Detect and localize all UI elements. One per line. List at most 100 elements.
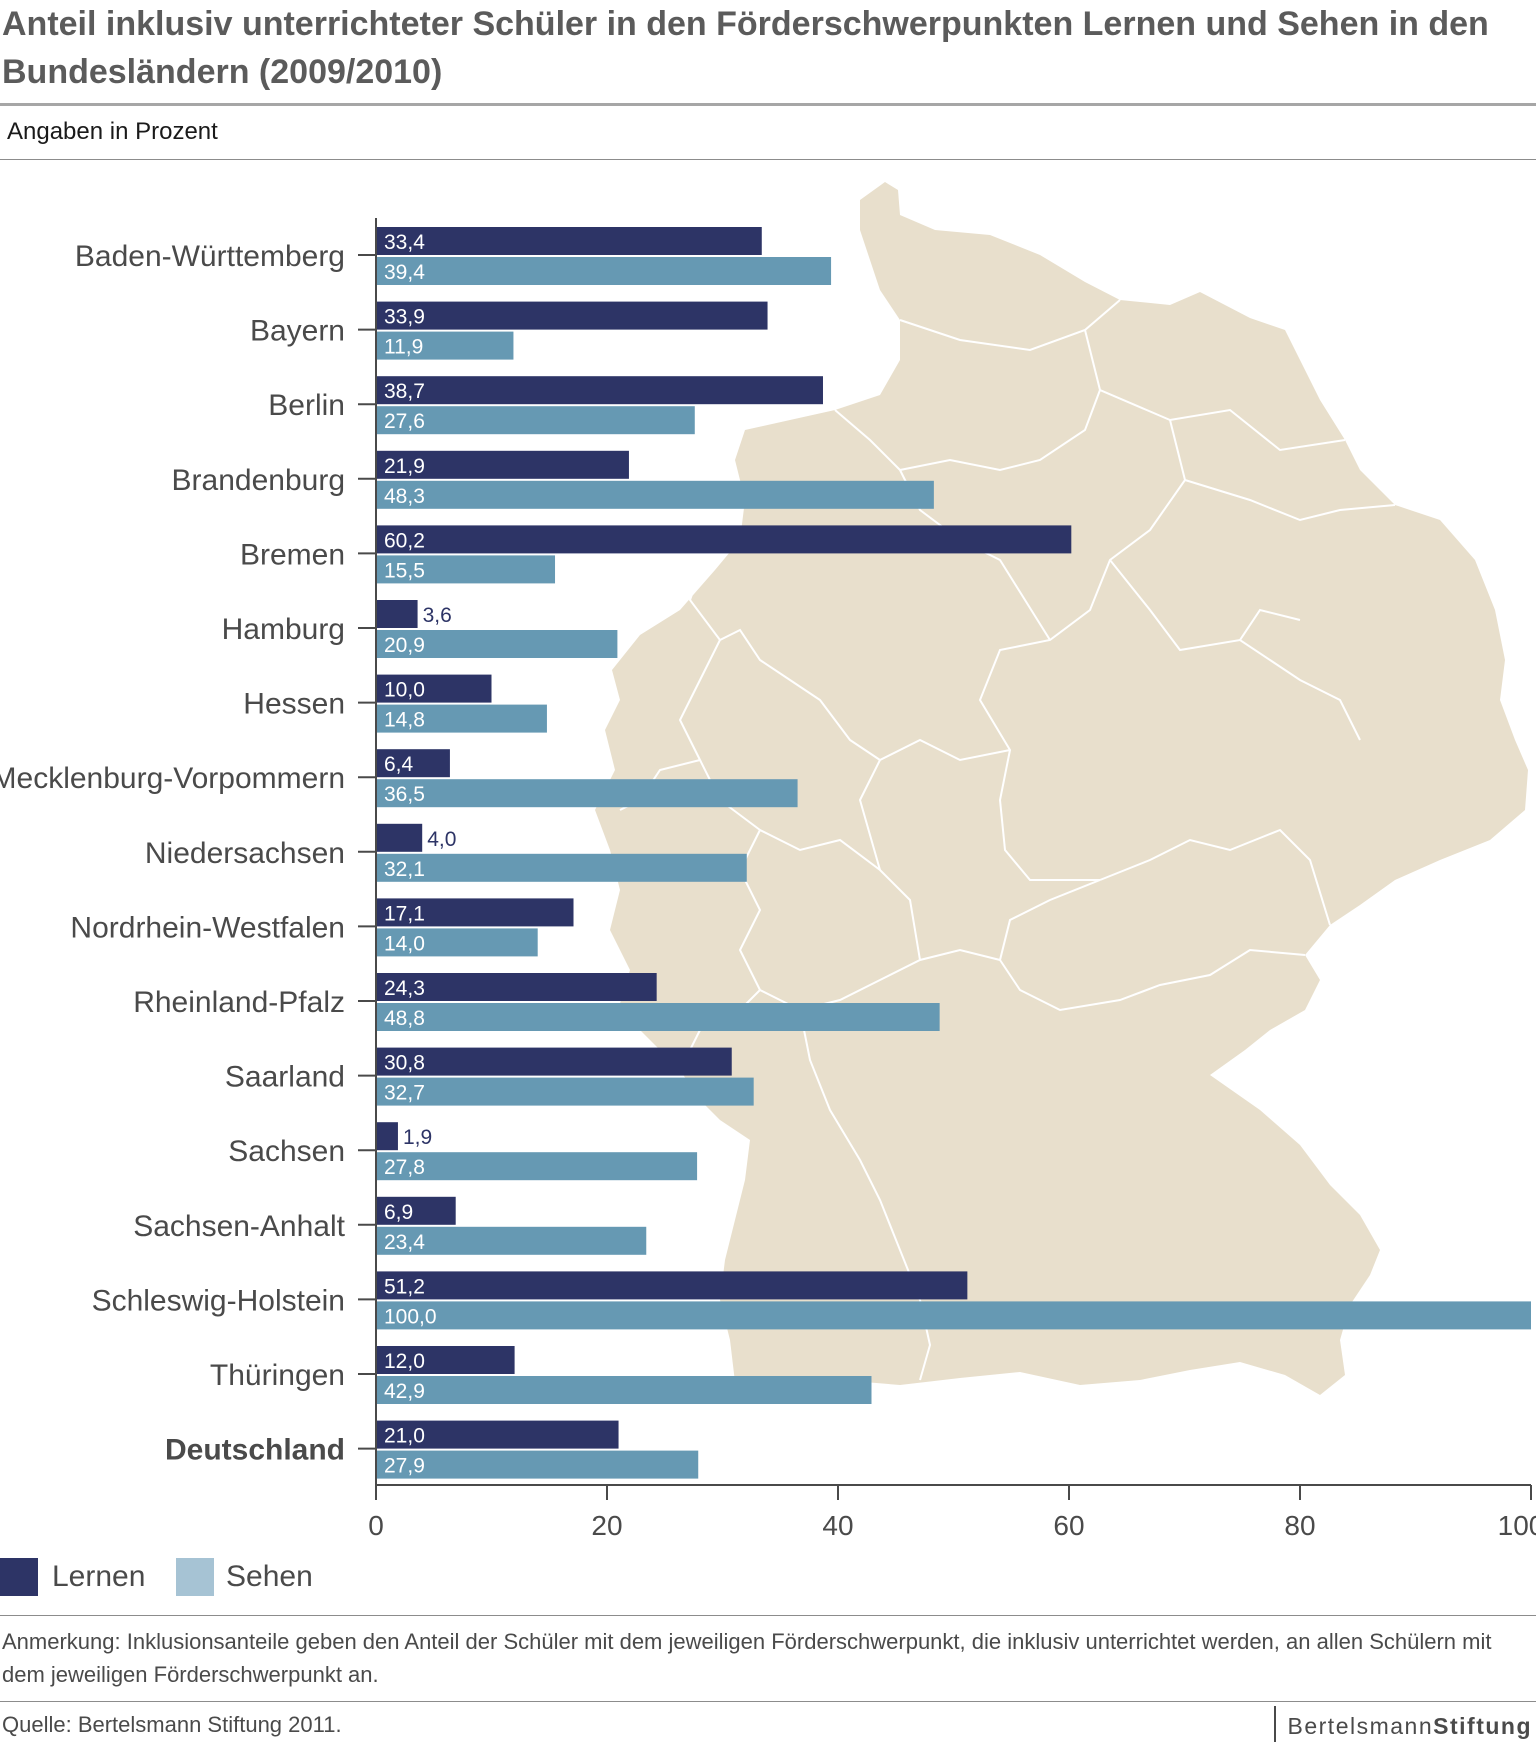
category-label: Sachsen bbox=[228, 1135, 345, 1168]
footnote: Anmerkung: Inklusionsanteile geben den A… bbox=[2, 1629, 1492, 1687]
data-label-sehen: 23,4 bbox=[384, 1231, 425, 1254]
data-label-lernen: 1,9 bbox=[403, 1126, 432, 1149]
data-label-sehen: 48,3 bbox=[384, 485, 425, 508]
bar-lernen bbox=[376, 525, 1072, 554]
subtitle-divider bbox=[0, 159, 1536, 160]
data-label-lernen: 33,9 bbox=[384, 306, 425, 329]
data-label-sehen: 14,0 bbox=[384, 932, 425, 955]
bar-lernen bbox=[376, 674, 492, 703]
data-label-lernen: 3,6 bbox=[423, 604, 452, 627]
bar-sehen bbox=[376, 1077, 754, 1106]
data-label-sehen: 48,8 bbox=[384, 1007, 425, 1030]
category-label: Sachsen-Anhalt bbox=[133, 1210, 345, 1243]
category-label: Thüringen bbox=[210, 1359, 345, 1392]
data-label-lernen: 6,4 bbox=[384, 753, 414, 776]
bar-lernen bbox=[376, 376, 823, 405]
bar-sehen bbox=[376, 704, 547, 733]
brand-light: Bertelsmann bbox=[1287, 1713, 1434, 1739]
x-tick-label: 80 bbox=[1284, 1510, 1315, 1541]
bar-lernen bbox=[376, 227, 762, 255]
x-tick-label: 20 bbox=[591, 1510, 622, 1541]
bar-sehen bbox=[376, 257, 832, 285]
category-label: Niedersachsen bbox=[145, 837, 345, 870]
chart-subtitle: Angaben in Prozent bbox=[7, 118, 218, 145]
bar-sehen bbox=[376, 331, 514, 360]
bar-lernen bbox=[376, 823, 423, 852]
data-label-sehen: 15,5 bbox=[384, 559, 425, 582]
data-label-sehen: 11,9 bbox=[384, 336, 423, 359]
category-label: Bremen bbox=[240, 538, 345, 571]
data-label-lernen: 12,0 bbox=[384, 1350, 425, 1373]
bar-sehen bbox=[376, 1003, 940, 1031]
data-label-sehen: 42,9 bbox=[384, 1380, 425, 1403]
bar-lernen bbox=[376, 1196, 456, 1225]
data-label-sehen: 36,5 bbox=[384, 783, 425, 806]
title-divider bbox=[0, 103, 1536, 106]
category-label: Saarland bbox=[225, 1061, 345, 1094]
x-tick-label: 100 bbox=[1498, 1510, 1536, 1541]
category-label: Rheinland-Pfalz bbox=[133, 986, 345, 1019]
data-label-lernen: 60,2 bbox=[384, 529, 425, 552]
bar-sehen bbox=[376, 1376, 872, 1404]
category-label: Berlin bbox=[268, 389, 345, 422]
bar-lernen bbox=[376, 600, 418, 628]
category-label: Hessen bbox=[243, 688, 345, 721]
data-label-lernen: 4,0 bbox=[427, 828, 456, 851]
bar-sehen bbox=[376, 928, 538, 957]
legend-swatch-lernen bbox=[0, 1558, 38, 1596]
bar-sehen bbox=[376, 480, 934, 509]
data-label-lernen: 24,3 bbox=[384, 977, 425, 1000]
category-label: Brandenburg bbox=[172, 464, 345, 497]
source-text: Quelle: Bertelsmann Stiftung 2011. bbox=[2, 1712, 342, 1737]
category-label: Deutschland bbox=[165, 1434, 345, 1467]
brand-bold: Stiftung bbox=[1433, 1713, 1532, 1739]
bar-sehen bbox=[376, 779, 798, 808]
brand-logo: BertelsmannStiftung bbox=[1273, 1706, 1532, 1742]
legend-swatch-sehen bbox=[176, 1558, 214, 1596]
chart-title: Anteil inklusiv unterrichteter Schüler i… bbox=[2, 5, 1489, 91]
data-label-sehen: 14,8 bbox=[384, 709, 425, 732]
bar-lernen bbox=[376, 898, 574, 927]
x-tick-label: 40 bbox=[822, 1510, 853, 1541]
data-label-lernen: 33,4 bbox=[384, 231, 425, 254]
data-label-sehen: 100,0 bbox=[384, 1305, 437, 1328]
data-label-sehen: 27,9 bbox=[384, 1455, 425, 1478]
data-label-lernen: 30,8 bbox=[384, 1052, 425, 1075]
bar-lernen bbox=[376, 973, 657, 1001]
bar-lernen bbox=[376, 1346, 515, 1374]
data-label-lernen: 21,9 bbox=[384, 455, 425, 478]
legend-label-sehen: Sehen bbox=[226, 1560, 313, 1593]
data-label-sehen: 20,9 bbox=[384, 634, 425, 657]
bar-chart: 33,4 39,4 33,9 11,9 38,7 27,6 21,9 48,3 60,2 15,5… bbox=[0, 182, 1536, 1541]
bar-sehen bbox=[376, 555, 556, 584]
legend-label-lernen: Lernen bbox=[52, 1560, 146, 1593]
bar-lernen bbox=[376, 1271, 968, 1300]
data-label-sehen: 27,8 bbox=[384, 1156, 425, 1179]
category-labels-layer: Baden-Württemberg Bayern Berlin Brandenburg… bbox=[0, 240, 376, 1467]
bar-sehen bbox=[376, 1152, 698, 1181]
data-label-sehen: 32,1 bbox=[384, 858, 425, 881]
category-label: Hamburg bbox=[222, 613, 345, 646]
data-label-sehen: 39,4 bbox=[384, 261, 425, 284]
x-tick-label: 60 bbox=[1053, 1510, 1084, 1541]
bar-lernen bbox=[376, 1420, 619, 1449]
bar-sehen bbox=[376, 853, 747, 882]
bar-lernen bbox=[376, 450, 629, 479]
category-label: Mecklenburg-Vorpommern bbox=[0, 762, 345, 795]
source-divider bbox=[0, 1701, 1536, 1702]
bar-sehen bbox=[376, 630, 618, 658]
data-label-lernen: 38,7 bbox=[384, 380, 425, 403]
category-label: Nordrhein-Westfalen bbox=[70, 911, 345, 944]
data-label-sehen: 32,7 bbox=[384, 1082, 425, 1105]
bar-sehen bbox=[376, 1450, 699, 1479]
bar-sehen bbox=[376, 406, 695, 435]
data-label-lernen: 6,9 bbox=[384, 1201, 413, 1224]
x-axis: 0 20 40 60 80 100 bbox=[368, 218, 1536, 1541]
data-label-lernen: 51,2 bbox=[384, 1275, 425, 1298]
data-label-lernen: 10,0 bbox=[384, 679, 425, 702]
bar-lernen bbox=[376, 749, 450, 778]
bar-lernen bbox=[376, 1047, 732, 1076]
data-label-sehen: 27,6 bbox=[384, 410, 425, 433]
category-label: Bayern bbox=[250, 315, 345, 348]
bar-lernen bbox=[376, 301, 768, 330]
